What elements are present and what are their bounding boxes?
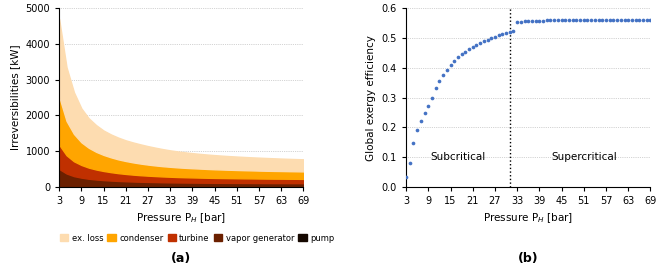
Point [416,119,426,124]
Point [597,18,608,22]
Point [442,68,452,72]
Point [464,47,474,51]
Point [620,18,630,22]
Point [571,18,581,22]
Point [553,18,563,23]
X-axis label: Pressure P$_{H}$ [bar]: Pressure P$_{H}$ [bar] [136,211,227,225]
Point [579,18,589,22]
Point [586,18,597,22]
Point [593,18,604,22]
Point [600,18,611,22]
Point [575,18,585,22]
Point [471,42,482,47]
Point [438,73,448,78]
Point [468,45,478,49]
Point [527,19,537,23]
Text: Subcritical: Subcritical [430,152,486,162]
Point [445,63,456,67]
Point [516,20,526,24]
Point [509,29,519,33]
Point [489,34,500,39]
Point [512,20,522,24]
Point [423,104,434,108]
Point [523,19,533,23]
Point [556,18,567,23]
Point [549,18,559,23]
Point [434,79,445,83]
Point [482,37,493,42]
Point [493,33,504,38]
Point [589,18,600,22]
Point [560,18,570,23]
Point [623,18,633,22]
Point [453,55,463,60]
Point [641,18,652,22]
Point [505,30,515,34]
Y-axis label: Global exergy efficiency: Global exergy efficiency [366,35,376,161]
Point [486,36,497,40]
Text: (a): (a) [171,252,191,265]
Point [497,32,508,36]
Point [538,18,549,23]
Point [405,160,415,165]
Point [627,18,637,22]
Point [412,128,422,132]
Point [568,18,578,22]
Text: Supercritical: Supercritical [551,152,617,162]
Point [478,39,489,43]
Point [541,18,552,23]
Point [449,59,459,63]
Y-axis label: Irreversibilities [kW]: Irreversibilities [kW] [10,45,20,150]
Point [638,18,648,22]
Point [608,18,619,22]
Point [612,18,622,22]
Point [616,18,626,22]
Point [582,18,593,22]
Point [460,50,470,54]
Point [408,141,419,145]
Point [645,18,656,22]
Point [475,41,486,45]
Text: (b): (b) [518,252,539,265]
Point [519,19,530,24]
Point [401,174,411,179]
Point [604,18,615,22]
Point [430,86,441,90]
Point [530,18,541,23]
Point [457,52,467,57]
Point [564,18,574,22]
Point [630,18,641,22]
Point [419,110,430,115]
X-axis label: Pressure P$_{H}$ [bar]: Pressure P$_{H}$ [bar] [483,211,574,225]
Point [534,18,545,23]
Point [427,96,438,100]
Point [634,18,645,22]
Point [501,31,511,35]
Legend: ex. loss, condenser, turbine, vapor generator, pump: ex. loss, condenser, turbine, vapor gene… [57,230,338,246]
Point [545,18,556,23]
